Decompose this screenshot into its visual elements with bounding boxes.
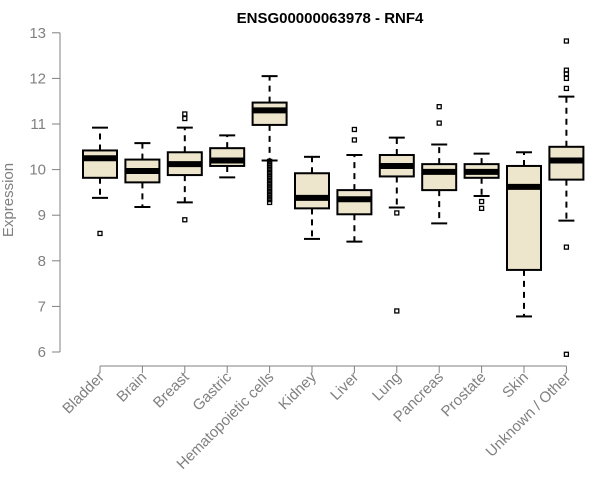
y-axis-title: Expression [0, 163, 17, 237]
x-tick-label: Liver [327, 369, 362, 404]
box [421, 163, 458, 192]
outlier-point [182, 111, 188, 117]
outlier-point [394, 308, 400, 314]
box [294, 172, 330, 210]
y-axis: 6 7 8 9 10 11 12 13 [29, 25, 61, 361]
outlier-point [351, 137, 358, 143]
chart-title: ENSG00000063978 - RNF4 [237, 10, 424, 27]
y-tick-label: 10 [29, 162, 46, 179]
outlier-point [563, 67, 570, 73]
outlier-point [97, 230, 103, 237]
outlier-point [266, 161, 273, 167]
box-group [378, 136, 415, 314]
x-tick-label: Prostate [438, 369, 490, 421]
y-tick-label: 12 [29, 70, 46, 87]
outlier-point [266, 194, 273, 200]
box-group [548, 38, 585, 357]
plot-area [82, 38, 585, 357]
outlier-point [563, 351, 570, 357]
box-group [506, 151, 542, 318]
box-group [251, 75, 288, 206]
x-tick-label: Bladder [59, 369, 108, 418]
box [251, 101, 288, 126]
outlier-point [266, 197, 273, 203]
outlier-point [182, 217, 188, 223]
outlier-point [394, 210, 400, 216]
outlier-point [266, 188, 273, 195]
x-tick-label: Brain [113, 369, 150, 406]
box-group [336, 126, 373, 243]
box-group [124, 142, 161, 208]
outlier-point [563, 85, 570, 92]
outlier-point [266, 166, 273, 173]
outlier-point [563, 75, 570, 82]
x-tick-label: Kidney [275, 368, 320, 413]
box-group [82, 126, 118, 237]
outlier-point [266, 199, 273, 206]
y-tick-label: 8 [38, 253, 46, 270]
outlier-point [266, 172, 273, 178]
outlier-point [266, 180, 273, 186]
outlier-point [563, 38, 570, 44]
x-tick-label: Breast [150, 368, 193, 411]
box [506, 164, 542, 271]
outlier-point [266, 186, 273, 192]
outlier-point [266, 158, 273, 165]
y-tick-label: 11 [30, 116, 46, 133]
y-tick-label: 9 [38, 207, 46, 224]
box-group [463, 152, 500, 212]
box-group [421, 104, 458, 225]
outlier-point [478, 198, 485, 205]
outlier-point [436, 120, 442, 126]
box-group [166, 111, 203, 223]
y-tick-label: 6 [38, 344, 46, 361]
outlier-point [266, 177, 273, 184]
outlier-point [563, 244, 570, 250]
outlier-point [478, 205, 485, 212]
outlier-point [351, 126, 358, 133]
outlier-point [266, 175, 273, 181]
outlier-point [182, 115, 188, 122]
y-tick-label: 13 [29, 25, 46, 42]
box-group [294, 155, 330, 240]
box-group [209, 134, 246, 179]
outlier-point [436, 104, 442, 110]
outlier-point [266, 164, 273, 170]
x-tick-label: Skin [499, 369, 532, 402]
outlier-point [266, 183, 273, 189]
x-tick-label: Lung [369, 369, 405, 405]
outlier-point [266, 191, 273, 197]
outlier-point [266, 169, 273, 175]
y-tick-label: 7 [38, 298, 46, 315]
box [82, 149, 118, 179]
